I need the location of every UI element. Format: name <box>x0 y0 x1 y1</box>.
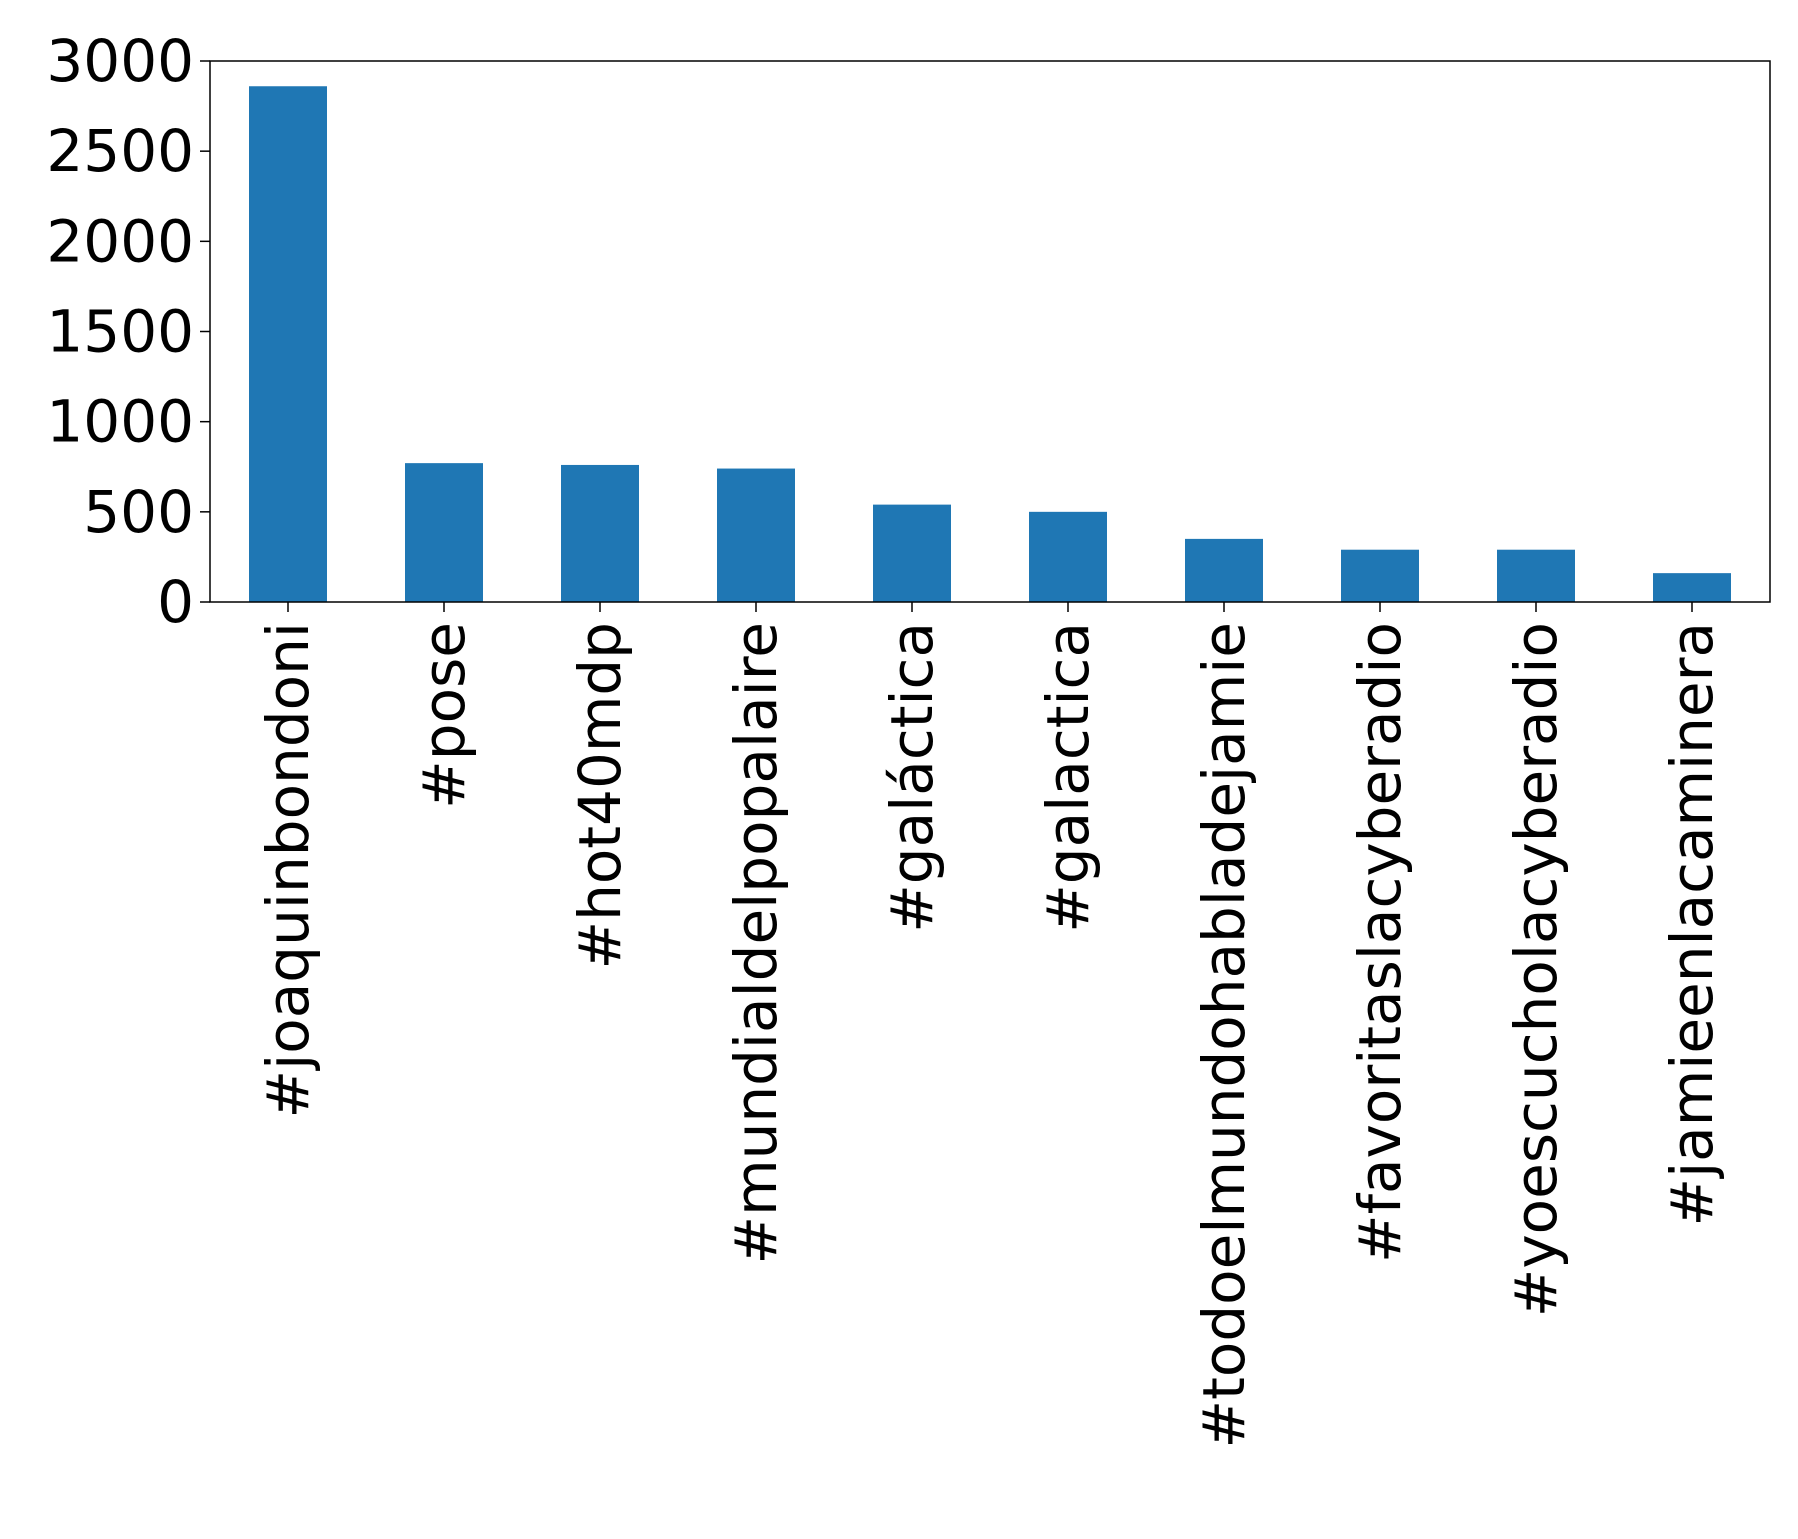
y-tick-label-0: 0 <box>157 568 194 636</box>
x-tick-label-0: #joaquinbondoni <box>254 622 322 1118</box>
bar-3 <box>717 468 795 602</box>
x-tick-label-5: #galactica <box>1034 622 1102 933</box>
y-axis-ticks: 0 500 1000 1500 2000 2500 3000 <box>46 27 210 636</box>
x-tick-label-9: #jamieenlacaminera <box>1658 622 1726 1227</box>
y-tick-label-4: 2000 <box>46 207 194 275</box>
bar-0 <box>249 86 327 603</box>
x-tick-label-8: #yoescucholacyberadio <box>1502 622 1570 1317</box>
bars-group <box>249 86 1731 603</box>
bar-9 <box>1653 573 1731 602</box>
x-axis-ticks: #joaquinbondoni #pose #hot40mdp #mundialdel… <box>254 602 1726 1448</box>
bar-1 <box>405 463 483 602</box>
y-tick-label-1: 500 <box>83 478 194 546</box>
bar-2 <box>561 464 639 602</box>
x-tick-label-2: #hot40mdp <box>566 622 634 970</box>
bar-4 <box>873 504 951 602</box>
x-tick-label-4: #galáctica <box>878 622 946 933</box>
x-tick-label-7: #favoritaslacyberadio <box>1346 622 1414 1263</box>
y-tick-label-2: 1000 <box>46 388 194 456</box>
y-tick-label-5: 2500 <box>46 117 194 185</box>
plot-frame <box>209 60 1771 603</box>
bar-5 <box>1029 511 1107 602</box>
y-tick-label-6: 3000 <box>46 27 194 95</box>
bar-6 <box>1185 538 1263 602</box>
x-tick-label-1: #pose <box>410 622 478 809</box>
x-tick-label-3: #mundialdelpopalaire <box>722 622 790 1265</box>
bar-7 <box>1341 549 1419 602</box>
bar-8 <box>1497 549 1575 602</box>
y-tick-label-3: 1500 <box>46 298 194 366</box>
x-tick-label-6: #todoelmundohabladejamie <box>1190 622 1258 1448</box>
